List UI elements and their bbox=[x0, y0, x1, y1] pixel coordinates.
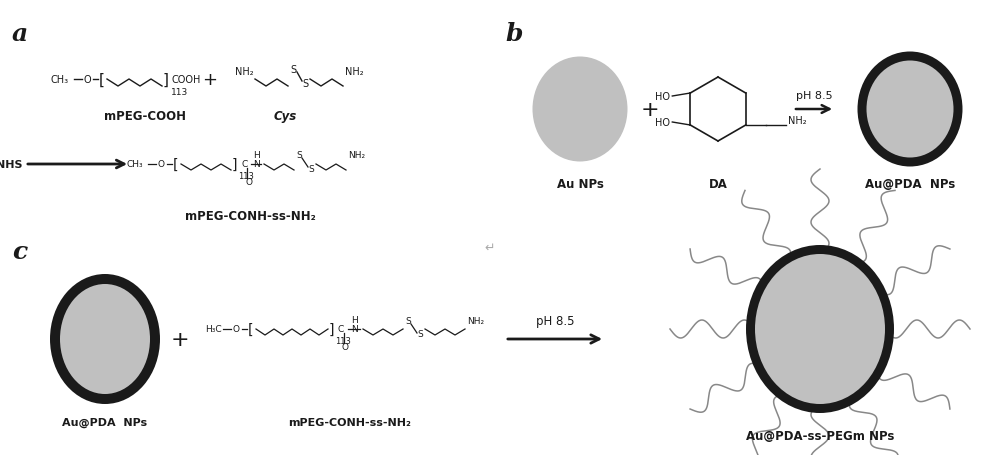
Text: 113: 113 bbox=[335, 336, 351, 345]
Ellipse shape bbox=[50, 274, 160, 404]
Text: NH₂: NH₂ bbox=[348, 151, 365, 160]
Text: [: [ bbox=[99, 72, 105, 87]
Text: N: N bbox=[351, 325, 357, 334]
Ellipse shape bbox=[532, 57, 628, 162]
Text: S: S bbox=[405, 317, 411, 326]
Text: NH₂: NH₂ bbox=[345, 67, 364, 77]
Text: COOH: COOH bbox=[171, 75, 200, 85]
Text: EDS/NHS: EDS/NHS bbox=[0, 160, 22, 170]
Text: S: S bbox=[302, 79, 308, 89]
Text: H₃C: H₃C bbox=[205, 325, 222, 334]
Text: O: O bbox=[342, 343, 349, 352]
Text: S: S bbox=[290, 65, 296, 75]
Text: pH 8.5: pH 8.5 bbox=[796, 91, 832, 101]
Text: pH 8.5: pH 8.5 bbox=[536, 315, 574, 328]
Text: ↵: ↵ bbox=[485, 241, 495, 254]
Text: Au@PDA-ss-PEGm NPs: Au@PDA-ss-PEGm NPs bbox=[746, 429, 894, 442]
Ellipse shape bbox=[866, 61, 954, 158]
Text: +: + bbox=[641, 100, 659, 120]
Text: ]: ] bbox=[329, 322, 334, 336]
Text: DA: DA bbox=[709, 177, 727, 191]
Ellipse shape bbox=[858, 52, 962, 167]
Text: mPEG-CONH-ss-NH₂: mPEG-CONH-ss-NH₂ bbox=[185, 210, 315, 222]
Text: b: b bbox=[505, 22, 522, 46]
Text: O: O bbox=[245, 178, 252, 187]
Text: S: S bbox=[417, 330, 423, 339]
Text: [: [ bbox=[248, 322, 254, 336]
Ellipse shape bbox=[755, 254, 885, 404]
Text: [: [ bbox=[173, 157, 178, 172]
Ellipse shape bbox=[60, 284, 150, 394]
Text: mPEG-COOH: mPEG-COOH bbox=[104, 110, 186, 123]
Text: HO: HO bbox=[655, 118, 670, 128]
Text: H: H bbox=[253, 151, 259, 160]
Text: CH₃: CH₃ bbox=[127, 160, 143, 169]
Text: Au@PDA  NPs: Au@PDA NPs bbox=[865, 177, 955, 191]
Text: 113: 113 bbox=[238, 172, 254, 181]
Text: C: C bbox=[338, 325, 344, 334]
Text: NH₂: NH₂ bbox=[788, 116, 806, 126]
Text: Au NPs: Au NPs bbox=[557, 177, 603, 191]
Text: ]: ] bbox=[163, 72, 169, 87]
Text: Au@PDA  NPs: Au@PDA NPs bbox=[62, 417, 148, 427]
Ellipse shape bbox=[746, 245, 894, 413]
Text: c: c bbox=[12, 239, 27, 263]
Text: HO: HO bbox=[655, 92, 670, 102]
Text: O: O bbox=[158, 160, 164, 169]
Text: H: H bbox=[351, 316, 357, 325]
Text: O: O bbox=[232, 325, 240, 334]
Text: Cys: Cys bbox=[273, 110, 297, 123]
Text: S: S bbox=[296, 151, 302, 160]
Text: +: + bbox=[202, 71, 218, 89]
Text: N: N bbox=[253, 160, 259, 169]
Text: CH₃: CH₃ bbox=[51, 75, 69, 85]
Text: C: C bbox=[241, 160, 247, 169]
Text: +: + bbox=[171, 329, 189, 349]
Text: 113: 113 bbox=[171, 88, 188, 97]
Text: S: S bbox=[308, 165, 314, 174]
Text: mPEG-CONH-ss-NH₂: mPEG-CONH-ss-NH₂ bbox=[289, 417, 411, 427]
Text: NH₂: NH₂ bbox=[467, 317, 484, 326]
Text: NH₂: NH₂ bbox=[235, 67, 254, 77]
Text: O: O bbox=[83, 75, 91, 85]
Text: a: a bbox=[12, 22, 28, 46]
Text: ]: ] bbox=[232, 157, 238, 172]
